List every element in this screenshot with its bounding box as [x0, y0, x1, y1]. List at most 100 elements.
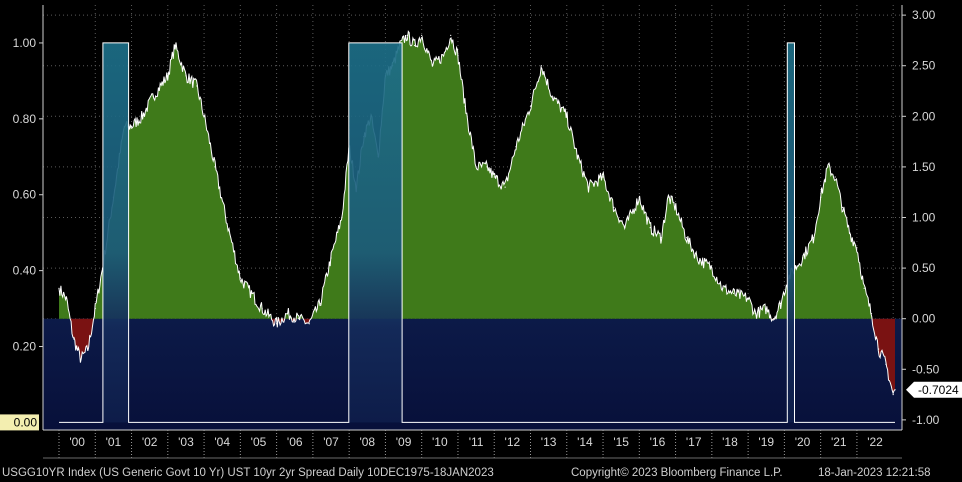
left-last-value-label: 0.00 [0, 414, 39, 431]
spread-point [250, 292, 252, 294]
x-tick-label: '02 [142, 435, 158, 449]
spread-point [413, 44, 416, 47]
spread-point [297, 318, 299, 320]
left-tick-label: 0.60 [13, 188, 37, 202]
spread-point [319, 302, 321, 305]
spread-point [894, 389, 896, 391]
recession-step-line [59, 42, 895, 423]
spread-point [504, 186, 506, 188]
spread-point [566, 115, 568, 117]
spread-point [711, 267, 713, 269]
spread-point [733, 292, 735, 294]
spread-point [649, 227, 651, 229]
spread-point [152, 95, 154, 97]
spread-point [203, 115, 205, 117]
spread-point [515, 146, 517, 148]
x-tick-label: '10 [432, 435, 448, 449]
spread-point [820, 196, 822, 198]
spread-point [754, 313, 756, 315]
left-tick-label: 0.40 [13, 264, 37, 278]
x-tick-label: '07 [323, 435, 339, 449]
x-tick-label: '08 [359, 435, 375, 449]
spread-point [849, 232, 851, 234]
x-tick-label: '22 [867, 435, 883, 449]
x-tick-label: '05 [251, 435, 267, 449]
footer-ticker: USGG10YR Index (US Generic Govt 10 Yr) U… [2, 467, 494, 479]
left-last-value-text: 0.00 [14, 415, 38, 429]
spread-point [225, 216, 227, 219]
recession-bar [102, 42, 129, 423]
spread-point [722, 287, 724, 289]
spread-point [261, 307, 263, 310]
spread-point [276, 323, 278, 325]
spread-point [685, 237, 688, 239]
spread-point [464, 105, 466, 107]
x-tick-label: '21 [831, 435, 847, 449]
x-tick-label: '17 [686, 435, 702, 449]
spread-point [330, 257, 332, 259]
footer-copyright: Copyright© 2023 Bloomberg Finance L.P. [571, 467, 783, 479]
spread-point [493, 176, 495, 178]
footer-timestamp: 18-Jan-2023 12:21:58 [818, 467, 931, 479]
spread-point [308, 323, 310, 325]
spread-point [870, 313, 873, 315]
x-tick-label: '09 [396, 435, 412, 449]
spread-point [486, 166, 488, 168]
spread-point [185, 75, 187, 77]
x-tick-label: '20 [795, 435, 811, 449]
spread-point [65, 297, 67, 300]
left-last-value-box [0, 414, 39, 431]
lower-band [43, 318, 902, 430]
spread-point [167, 75, 169, 77]
right-tick-label: 1.00 [912, 211, 936, 225]
spread-point [747, 297, 749, 300]
left-tick-label: 1.00 [13, 36, 37, 50]
spread-point [58, 287, 60, 289]
spread-point [529, 105, 532, 107]
recession-step-series [59, 42, 895, 423]
spread-point [130, 125, 133, 128]
spread-point [551, 95, 553, 97]
spread-point [214, 166, 216, 168]
spread-point [602, 176, 604, 178]
spread-point [765, 307, 767, 310]
x-tick-label: '18 [722, 435, 738, 449]
spread-point [696, 257, 698, 259]
spread-point [812, 237, 814, 239]
x-tick-label: '15 [613, 435, 629, 449]
x-tick-label: '00 [69, 435, 85, 449]
spread-point [856, 247, 858, 249]
spread-point [834, 176, 836, 178]
right-tick-label: 0.00 [912, 312, 936, 326]
spread-point [885, 363, 887, 365]
spread-point [72, 338, 75, 340]
left-tick-label: 0.80 [13, 112, 37, 126]
spread-point [457, 54, 459, 57]
spread-point [674, 206, 677, 208]
spread-point [87, 348, 89, 350]
spread-point [94, 307, 96, 310]
spread-point [613, 206, 615, 208]
right-axis-ticks: 3.00 2.50 2.00 1.50 1.00 0.50 0.00 -0.50 -1.00 [902, 8, 940, 427]
spread-point [841, 206, 844, 208]
recession-bar [787, 42, 795, 423]
left-axis-ticks: 1.00 0.80 0.60 0.40 0.20 [13, 36, 43, 354]
left-tick-label: 0.20 [13, 340, 37, 354]
recession-bar [348, 42, 403, 423]
x-tick-label: '16 [650, 435, 666, 449]
spread-point [577, 156, 579, 158]
spread-point [587, 186, 590, 188]
right-tick-label: -1.00 [912, 413, 940, 427]
spread-point [341, 216, 343, 219]
spread-point [780, 302, 782, 305]
right-last-value-label: -0.7024 [906, 381, 962, 398]
x-axis-ticks: '00 '01 '02 '03 '04 '05 '06 '07 '08 '09 '10 '11 '12 '… [43, 430, 902, 459]
x-tick-label: '06 [287, 435, 303, 449]
spread-point [286, 313, 289, 315]
x-tick-label: '14 [577, 435, 593, 449]
spread-point [196, 85, 198, 87]
right-last-value-text: -0.7024 [918, 383, 959, 397]
spread-point [239, 277, 241, 279]
spread-point [431, 65, 434, 67]
right-tick-label: 2.00 [912, 109, 936, 123]
